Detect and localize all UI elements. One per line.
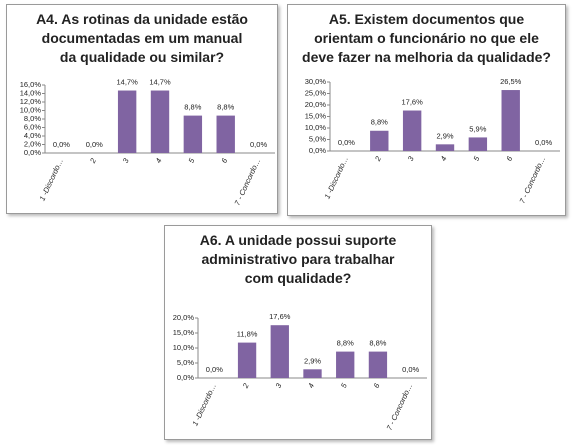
x-tick-label: 6 bbox=[219, 156, 229, 164]
y-tick-label: 0,0% bbox=[177, 373, 194, 382]
value-label: 0,0% bbox=[535, 138, 552, 147]
bar bbox=[368, 351, 388, 378]
x-tick-label: 7 - Concordo… bbox=[233, 157, 263, 207]
y-tick-label: 20,0% bbox=[173, 313, 195, 322]
y-tick-label: 30,0% bbox=[305, 77, 327, 86]
x-tick-label: 4 bbox=[306, 382, 316, 390]
value-label: 8,8% bbox=[371, 118, 388, 127]
bar bbox=[216, 115, 235, 153]
x-tick-label: 6 bbox=[504, 154, 514, 162]
y-tick-label: 0,0% bbox=[24, 148, 41, 157]
x-tick-label: 7 - Concordo… bbox=[385, 382, 415, 432]
value-label: 2,9% bbox=[304, 356, 321, 365]
chart-panel: A5. Existem documentos que orientam o fu… bbox=[287, 4, 566, 216]
value-label: 11,8% bbox=[237, 330, 258, 339]
bar bbox=[183, 115, 203, 153]
bar bbox=[370, 130, 389, 151]
x-tick-label: 4 bbox=[439, 155, 449, 163]
bar bbox=[303, 369, 322, 378]
x-tick-label: 3 bbox=[273, 381, 283, 389]
chart-title: A5. Existem documentos que orientam o fu… bbox=[302, 11, 551, 65]
value-label: 2,9% bbox=[436, 131, 453, 140]
value-label: 8,8% bbox=[369, 339, 386, 348]
y-tick-label: 5,0% bbox=[177, 358, 194, 367]
y-tick-label: 10,0% bbox=[173, 343, 195, 352]
value-label: 0,0% bbox=[402, 365, 419, 374]
x-tick-label: 2 bbox=[373, 154, 384, 163]
x-tick-label: 3 bbox=[121, 156, 131, 164]
chart-title: A4. As rotinas da unidade estão document… bbox=[36, 11, 248, 65]
x-tick-label: 2 bbox=[88, 156, 99, 165]
bar bbox=[435, 144, 455, 151]
value-label: 0,0% bbox=[86, 140, 103, 149]
value-label: 17,6% bbox=[402, 98, 424, 107]
x-tick-label: 7 - Concordo… bbox=[518, 155, 548, 205]
x-tick-label: 3 bbox=[406, 154, 416, 162]
value-label: 8,8% bbox=[217, 103, 234, 112]
bar bbox=[237, 342, 257, 378]
chart-panel: A4. As rotinas da unidade estão document… bbox=[6, 4, 278, 214]
x-tick-label: 1 -Discordo… bbox=[323, 155, 351, 200]
y-tick-label: 16,0% bbox=[20, 80, 42, 89]
y-tick-label: 25,0% bbox=[305, 88, 327, 97]
y-tick-label: 5,0% bbox=[309, 134, 326, 143]
chart: 0,0%5,0%10,0%15,0%20,0%0,0%1 -Discordo…1… bbox=[173, 312, 427, 432]
y-tick-label: 8,0% bbox=[24, 114, 41, 123]
chart: 0,0%2,0%4,0%6,0%8,0%10,0%12,0%14,0%16,0%… bbox=[20, 78, 275, 207]
y-tick-label: 20,0% bbox=[305, 100, 327, 109]
value-label: 8,8% bbox=[337, 339, 354, 348]
x-tick-label: 4 bbox=[154, 157, 164, 165]
x-tick-label: 2 bbox=[240, 381, 251, 390]
bar bbox=[336, 351, 355, 378]
bar bbox=[468, 137, 488, 151]
bar bbox=[150, 90, 170, 153]
y-tick-label: 0,0% bbox=[309, 146, 326, 155]
bar bbox=[270, 325, 289, 378]
bar bbox=[117, 90, 137, 153]
value-label: 14,7% bbox=[117, 78, 139, 87]
value-label: 17,6% bbox=[269, 312, 291, 321]
value-label: 0,0% bbox=[53, 140, 70, 149]
y-tick-label: 15,0% bbox=[305, 111, 327, 120]
value-label: 14,7% bbox=[149, 78, 171, 87]
y-tick-label: 10,0% bbox=[20, 105, 42, 114]
x-tick-label: 5 bbox=[187, 156, 197, 164]
y-tick-label: 14,0% bbox=[20, 88, 42, 97]
y-tick-label: 6,0% bbox=[24, 122, 41, 131]
value-label: 8,8% bbox=[184, 103, 201, 112]
y-tick-label: 4,0% bbox=[24, 131, 41, 140]
value-label: 5,9% bbox=[469, 124, 486, 133]
value-label: 0,0% bbox=[206, 365, 223, 374]
value-label: 0,0% bbox=[338, 138, 355, 147]
y-tick-label: 15,0% bbox=[173, 328, 195, 337]
chart-title: A6. A unidade possui suporte administrat… bbox=[199, 232, 397, 286]
chart-panel: A6. A unidade possui suporte administrat… bbox=[164, 225, 432, 440]
x-tick-label: 5 bbox=[472, 154, 482, 162]
x-tick-label: 1 -Discordo… bbox=[38, 157, 66, 202]
y-tick-label: 2,0% bbox=[24, 139, 41, 148]
chart: 0,0%5,0%10,0%15,0%20,0%25,0%30,0%0,0%1 -… bbox=[305, 77, 560, 205]
bar bbox=[402, 110, 422, 151]
bar bbox=[501, 90, 520, 151]
value-label: 26,5% bbox=[500, 77, 522, 86]
x-tick-label: 1 -Discordo… bbox=[190, 382, 218, 427]
x-tick-label: 5 bbox=[339, 381, 349, 389]
y-tick-label: 10,0% bbox=[305, 123, 327, 132]
value-label: 0,0% bbox=[250, 140, 267, 149]
y-tick-label: 12,0% bbox=[20, 97, 42, 106]
x-tick-label: 6 bbox=[372, 381, 382, 389]
